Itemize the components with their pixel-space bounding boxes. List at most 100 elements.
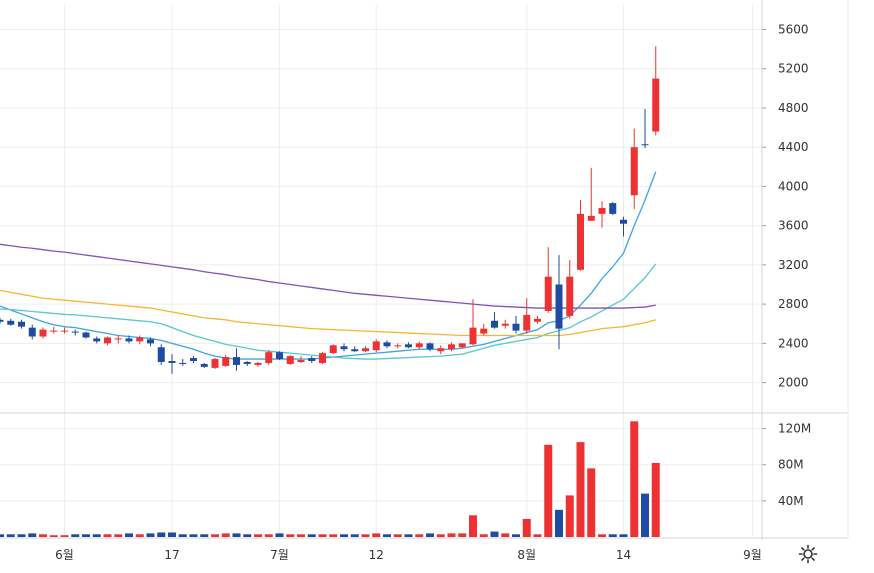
volume-bar	[641, 493, 649, 537]
volume-tick-label: 40M	[778, 494, 804, 508]
volume-bar	[254, 534, 262, 537]
volume-bar	[114, 534, 123, 537]
candle-body	[609, 203, 617, 214]
volume-bar	[372, 533, 381, 537]
candle-body	[523, 314, 531, 331]
candle-body	[297, 360, 305, 362]
candle-body	[7, 320, 15, 325]
candle-body	[329, 345, 337, 354]
candle-body	[50, 330, 58, 332]
volume-bar	[587, 468, 596, 537]
candle-body	[620, 219, 627, 224]
grid-lines	[0, 5, 762, 537]
candle-body	[480, 328, 488, 334]
volume-bar	[565, 495, 574, 537]
candle-body	[0, 319, 4, 322]
volume-bar	[447, 533, 456, 537]
volume-bar	[555, 509, 563, 537]
price-tick-label: 4800	[778, 101, 809, 115]
volume-bar	[608, 534, 617, 537]
volume-bar	[221, 533, 230, 537]
volume-bar	[49, 535, 58, 537]
candle-body	[340, 346, 348, 350]
volume-bar	[286, 534, 295, 537]
gear-icon	[798, 544, 818, 564]
candle-body	[319, 353, 326, 363]
time-tick-label: 12	[369, 548, 384, 562]
candle-body	[82, 332, 90, 338]
candles	[0, 46, 660, 374]
volume-bar	[490, 531, 499, 537]
settings-button[interactable]	[794, 540, 822, 568]
price-tick-label: 4000	[778, 179, 809, 193]
volume-bar	[340, 534, 348, 537]
volume-bar	[243, 534, 252, 537]
candle-body	[598, 208, 606, 214]
candle-body	[415, 343, 423, 348]
volume-bar	[103, 534, 112, 537]
volume-bar	[393, 534, 402, 537]
candle-body	[544, 276, 552, 311]
volume-bar	[71, 534, 80, 537]
candle-body	[491, 320, 498, 328]
volume-bar	[264, 534, 273, 537]
candle-body	[362, 348, 369, 352]
candle-body	[469, 327, 477, 345]
volume-bar	[318, 534, 327, 537]
volume-bar	[598, 534, 606, 537]
candle-body	[265, 352, 273, 363]
volume-bar	[178, 534, 187, 537]
price-tick-label: 3200	[778, 258, 809, 272]
candle-body	[157, 347, 165, 362]
candle-body	[641, 144, 649, 146]
volume-bar	[297, 534, 305, 537]
candle-body	[147, 339, 154, 344]
volume-bar	[125, 533, 133, 537]
candle-body	[104, 337, 111, 344]
time-tick-label: 17	[164, 548, 179, 562]
candle-body	[448, 344, 455, 350]
volume-bar	[28, 533, 37, 537]
candle-body	[243, 361, 251, 364]
candle-body	[28, 327, 36, 337]
volume-bar	[82, 534, 90, 537]
candle-body	[179, 362, 187, 364]
price-tick-label: 4400	[778, 140, 809, 154]
volume-bar	[383, 534, 391, 537]
candle-body	[587, 215, 595, 221]
time-tick-label: 14	[616, 548, 631, 562]
volume-bar	[17, 534, 26, 537]
volume-tick-label: 120M	[778, 422, 811, 436]
volume-bar	[501, 533, 510, 537]
volume-tick-label: 80M	[778, 458, 804, 472]
volume-bar	[544, 444, 553, 537]
volume-bar	[275, 533, 284, 537]
candle-body	[426, 343, 434, 350]
volume-bar	[415, 534, 424, 537]
volume-bars	[0, 421, 660, 537]
price-tick-label: 3600	[778, 219, 809, 233]
candle-body	[630, 147, 638, 196]
price-tick-label: 5600	[778, 23, 809, 37]
volume-bar	[361, 534, 370, 537]
candle-body	[286, 356, 294, 364]
candle-body	[652, 78, 660, 132]
candle-body	[222, 357, 230, 366]
volume-bar	[211, 534, 219, 537]
candle-body	[372, 341, 380, 351]
price-tick-label: 2800	[778, 297, 809, 311]
volume-bar	[404, 534, 413, 537]
volume-bar	[350, 534, 359, 537]
volume-bar	[157, 532, 166, 537]
candle-body	[437, 348, 445, 352]
volume-bar	[619, 534, 628, 537]
price-tick-label: 2000	[778, 376, 809, 390]
candle-body	[405, 344, 412, 348]
candle-body	[211, 359, 219, 368]
moving-average-line	[0, 289, 656, 337]
volume-bar	[426, 533, 434, 537]
moving-average-line	[0, 171, 657, 360]
volume-bar	[436, 534, 445, 537]
